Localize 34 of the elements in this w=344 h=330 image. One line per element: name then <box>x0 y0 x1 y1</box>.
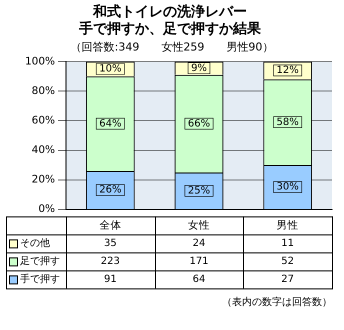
y-tick-label: 20% <box>32 174 56 186</box>
text: 52 <box>281 256 294 267</box>
text: 24 <box>192 238 206 249</box>
data-label: 26% <box>99 184 122 196</box>
text: 171 <box>189 256 209 267</box>
y-tick-label: 80% <box>32 84 56 97</box>
text: 91 <box>104 274 117 285</box>
data-label: 25% <box>188 185 210 196</box>
chart-title: 和式トイレの洗浄レバー <box>92 4 247 20</box>
text: （回答数:349 女性259 男性90） <box>70 40 274 54</box>
text: 64 <box>192 274 206 285</box>
data-label: 30% <box>276 182 299 193</box>
text: （表内の数字は回答数） <box>222 296 332 308</box>
data-label: 10% <box>99 64 122 75</box>
text: 35 <box>104 238 117 249</box>
y-tick-label: 60% <box>32 114 56 126</box>
y-tick-label: 40% <box>32 144 56 156</box>
x-tick-label: 女性 <box>188 219 210 232</box>
chart-subtitle: 手で押すか、足で押すか結果 <box>78 20 262 37</box>
legend-label: 手で押す <box>20 272 60 285</box>
y-tick-label: 0% <box>38 203 56 216</box>
text: 27 <box>281 274 294 285</box>
legend-label: 足で押す <box>20 254 60 267</box>
x-tick-label: 全体 <box>99 219 122 232</box>
data-label: 58% <box>276 116 299 128</box>
legend-label: その他 <box>20 236 50 249</box>
y-tick-label: 100% <box>24 55 56 68</box>
data-label: 12% <box>276 65 299 76</box>
data-label: 64% <box>99 118 122 130</box>
x-tick-label: 男性 <box>276 219 299 232</box>
text: 11 <box>281 238 294 249</box>
data-label: 66% <box>188 118 210 130</box>
text: 223 <box>100 256 120 267</box>
data-label: 9% <box>191 62 207 74</box>
